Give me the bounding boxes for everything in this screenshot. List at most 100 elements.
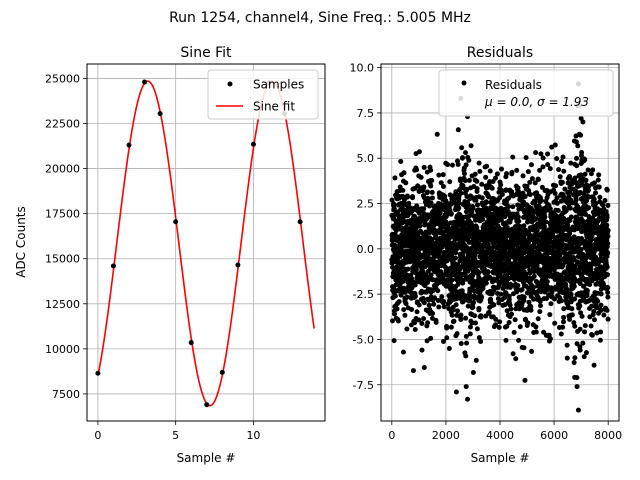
residuals-panel: Residuals 0 2000 4000 6000 8000-7.5-5.0-2.50…	[350, 45, 623, 465]
residual-point	[465, 303, 471, 309]
sine-fit-ytick-label: 7500	[52, 388, 80, 401]
residual-point	[510, 154, 516, 160]
residual-point	[409, 307, 415, 313]
residual-point	[584, 288, 590, 293]
residual-point	[474, 326, 480, 332]
sine-fit-ytick-label: 12500	[45, 298, 80, 311]
residual-point	[429, 189, 435, 195]
sample-point	[297, 219, 303, 225]
residual-point	[467, 324, 473, 330]
residual-point	[542, 214, 548, 220]
residual-point	[565, 222, 571, 228]
residual-outlier-point	[578, 115, 584, 121]
residuals-ticks: 0 2000 4000 6000 8000 -7.5 -5.0 -2.5 0.0 2.5 5.0 7.…	[350, 62, 623, 442]
residual-point	[416, 317, 422, 323]
residual-point	[528, 304, 534, 310]
residual-point	[581, 219, 587, 225]
residual-point	[421, 206, 427, 212]
residual-point	[605, 294, 611, 300]
residual-point	[598, 286, 604, 292]
residual-point	[463, 150, 469, 156]
residual-point	[504, 323, 510, 329]
residual-point	[597, 337, 603, 343]
residual-point	[496, 300, 502, 306]
residual-point	[421, 364, 427, 370]
residual-point	[589, 332, 595, 338]
residual-point	[452, 255, 458, 261]
residual-point	[421, 300, 427, 306]
residual-point	[559, 159, 565, 165]
residual-point	[453, 288, 459, 294]
residual-point	[455, 308, 461, 314]
residual-point	[598, 329, 604, 335]
sine-fit-xlabel: Sample #	[177, 451, 236, 465]
residual-point	[444, 325, 450, 331]
residual-point	[522, 232, 528, 238]
residual-point	[401, 170, 407, 176]
residual-point	[571, 256, 577, 262]
legend-samples-label: Samples	[253, 78, 304, 92]
residual-point	[496, 324, 502, 330]
residual-point	[473, 357, 479, 363]
residual-point	[473, 320, 479, 326]
residual-point	[601, 312, 607, 318]
residual-point	[403, 301, 409, 307]
residual-point	[586, 205, 592, 211]
residuals-xtick-label: 2000	[432, 429, 460, 442]
residual-point	[560, 154, 566, 160]
residual-point	[479, 195, 485, 201]
legend-residuals-stats: μ = 0.0, σ = 1.93	[484, 95, 589, 109]
residual-point	[404, 326, 410, 332]
residual-point	[598, 291, 604, 297]
residual-point	[447, 235, 453, 241]
residual-point	[438, 269, 444, 275]
residual-point	[418, 228, 423, 234]
residual-point	[563, 208, 569, 214]
residual-point	[392, 293, 398, 299]
residual-point	[391, 338, 397, 344]
residual-point	[530, 285, 536, 291]
residual-point	[464, 340, 470, 346]
residual-outlier-point	[465, 396, 471, 402]
sine-fit-axes-frame	[86, 63, 326, 422]
residual-point	[470, 304, 476, 310]
residual-point	[474, 186, 480, 192]
legend-samples-marker	[227, 81, 233, 87]
residual-point	[597, 194, 603, 200]
residual-point	[459, 155, 465, 161]
residual-point	[588, 266, 594, 272]
residual-point	[424, 189, 430, 195]
residual-point	[428, 200, 434, 206]
residual-point	[416, 302, 422, 308]
residual-point	[416, 149, 422, 155]
residual-point	[470, 369, 476, 375]
residual-point	[412, 213, 418, 219]
residual-point	[554, 195, 560, 201]
sample-point	[250, 141, 256, 147]
residual-point	[521, 223, 527, 229]
residual-point	[447, 179, 453, 185]
residual-point	[535, 176, 541, 182]
residual-point	[602, 198, 608, 204]
residual-point	[533, 216, 539, 222]
residual-point	[474, 224, 480, 230]
residual-point	[529, 176, 535, 182]
residual-point	[428, 167, 434, 173]
residual-point	[527, 270, 533, 276]
residual-point	[516, 218, 522, 224]
residual-point	[454, 331, 460, 337]
residual-point	[437, 210, 443, 216]
residual-point	[451, 318, 457, 324]
residual-point	[556, 167, 562, 173]
sample-point	[110, 263, 116, 269]
residual-point	[445, 225, 451, 231]
residual-point	[421, 164, 427, 170]
residual-point	[472, 295, 478, 301]
residual-point	[591, 317, 597, 323]
residual-point	[571, 283, 577, 289]
residual-point	[527, 192, 533, 198]
residual-point	[459, 288, 465, 294]
residual-point	[524, 183, 530, 189]
residual-point	[446, 306, 452, 312]
residuals-ytick-label: -7.5	[353, 379, 374, 392]
